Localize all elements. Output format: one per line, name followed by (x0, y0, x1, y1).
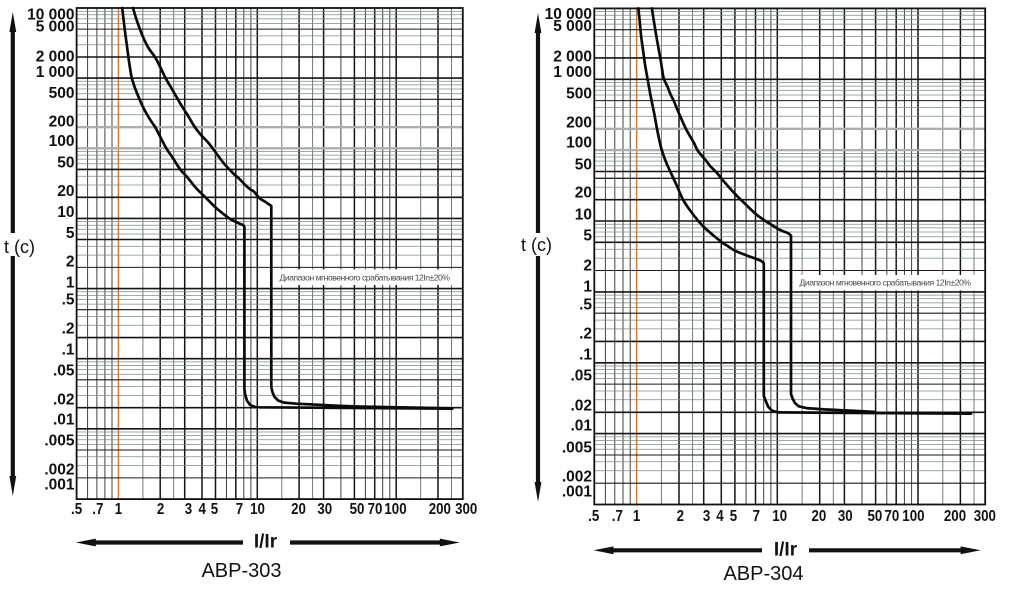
svg-text:1: 1 (115, 501, 122, 518)
svg-text:.002: .002 (44, 462, 74, 479)
svg-text:5 000: 5 000 (553, 18, 592, 35)
svg-text:.02: .02 (570, 398, 592, 415)
svg-text:50: 50 (575, 157, 592, 174)
svg-text:.005: .005 (44, 433, 75, 450)
svg-text:.02: .02 (53, 392, 75, 409)
svg-text:1 000: 1 000 (36, 64, 75, 81)
svg-text:2: 2 (66, 254, 75, 271)
svg-text:АВР-304: АВР-304 (723, 563, 803, 585)
svg-text:1: 1 (66, 275, 75, 292)
svg-text:.5: .5 (62, 292, 75, 309)
svg-text:.01: .01 (570, 418, 592, 435)
svg-text:Диапазон мгновенного срабатыва: Диапазон мгновенного срабатывания 12In±2… (280, 272, 451, 282)
svg-text:.05: .05 (570, 368, 592, 385)
svg-text:10: 10 (575, 207, 592, 224)
svg-text:30: 30 (317, 501, 332, 518)
svg-text:.002: .002 (562, 469, 592, 486)
svg-text:2: 2 (583, 258, 592, 275)
svg-text:.7: .7 (612, 508, 623, 525)
svg-text:3: 3 (703, 508, 710, 525)
svg-text:.005: .005 (562, 440, 593, 457)
svg-text:10: 10 (57, 204, 74, 221)
svg-text:.5: .5 (71, 501, 82, 518)
svg-text:100: 100 (902, 508, 924, 525)
svg-text:300: 300 (974, 508, 996, 525)
svg-text:200: 200 (429, 501, 451, 518)
svg-text:.1: .1 (62, 342, 75, 359)
svg-text:.5: .5 (579, 297, 592, 314)
svg-text:2: 2 (157, 501, 164, 518)
svg-text:.01: .01 (53, 412, 75, 429)
svg-text:7: 7 (753, 508, 760, 525)
svg-text:.7: .7 (92, 501, 103, 518)
svg-text:3: 3 (185, 501, 192, 518)
svg-text:50: 50 (868, 508, 883, 525)
svg-text:I/Ir: I/Ir (254, 532, 278, 553)
svg-text:4: 4 (716, 508, 723, 525)
svg-text:20: 20 (575, 185, 592, 202)
svg-text:200: 200 (49, 114, 75, 131)
svg-text:5 000: 5 000 (36, 19, 75, 36)
svg-text:100: 100 (384, 501, 406, 518)
svg-text:5: 5 (583, 228, 592, 245)
svg-text:2 000: 2 000 (36, 49, 75, 66)
svg-text:200: 200 (566, 115, 592, 132)
svg-text:АВР-303: АВР-303 (201, 560, 281, 582)
svg-text:70: 70 (885, 508, 900, 525)
svg-text:50: 50 (350, 501, 365, 518)
svg-text:Диапазон мгновенного срабатыва: Диапазон мгновенного срабатывания 12In±2… (800, 278, 972, 288)
svg-text:1: 1 (583, 279, 592, 296)
svg-text:10 000: 10 000 (545, 6, 592, 23)
svg-text:.05: .05 (53, 363, 75, 380)
svg-text:.2: .2 (62, 321, 75, 338)
svg-text:500: 500 (566, 86, 592, 103)
svg-text:70: 70 (368, 501, 383, 518)
svg-text:50: 50 (57, 155, 74, 172)
svg-text:.001: .001 (562, 484, 593, 501)
svg-text:5: 5 (730, 508, 737, 525)
svg-text:I/Ir: I/Ir (774, 540, 798, 561)
svg-text:t (c): t (c) (521, 235, 552, 255)
svg-text:30: 30 (838, 508, 853, 525)
svg-text:5: 5 (66, 225, 75, 242)
svg-text:4: 4 (199, 501, 206, 518)
svg-text:10: 10 (250, 501, 265, 518)
svg-text:200: 200 (944, 508, 966, 525)
svg-text:10: 10 (772, 508, 787, 525)
svg-text:.1: .1 (579, 347, 592, 364)
svg-text:7: 7 (236, 501, 243, 518)
svg-text:20: 20 (57, 183, 74, 200)
svg-text:300: 300 (455, 501, 477, 518)
svg-text:500: 500 (49, 85, 75, 102)
svg-text:100: 100 (49, 133, 75, 150)
svg-text:1: 1 (633, 508, 640, 525)
svg-text:2 000: 2 000 (553, 49, 592, 66)
svg-text:.001: .001 (44, 477, 75, 494)
svg-text:.5: .5 (588, 508, 599, 525)
svg-text:t (c): t (c) (4, 237, 35, 257)
svg-text:2: 2 (677, 508, 684, 525)
svg-text:.2: .2 (579, 326, 592, 343)
svg-text:5: 5 (211, 501, 218, 518)
svg-text:10 000: 10 000 (27, 7, 74, 24)
svg-text:20: 20 (812, 508, 827, 525)
svg-text:1 000: 1 000 (553, 64, 592, 81)
svg-text:20: 20 (291, 501, 306, 518)
svg-text:100: 100 (566, 135, 592, 152)
